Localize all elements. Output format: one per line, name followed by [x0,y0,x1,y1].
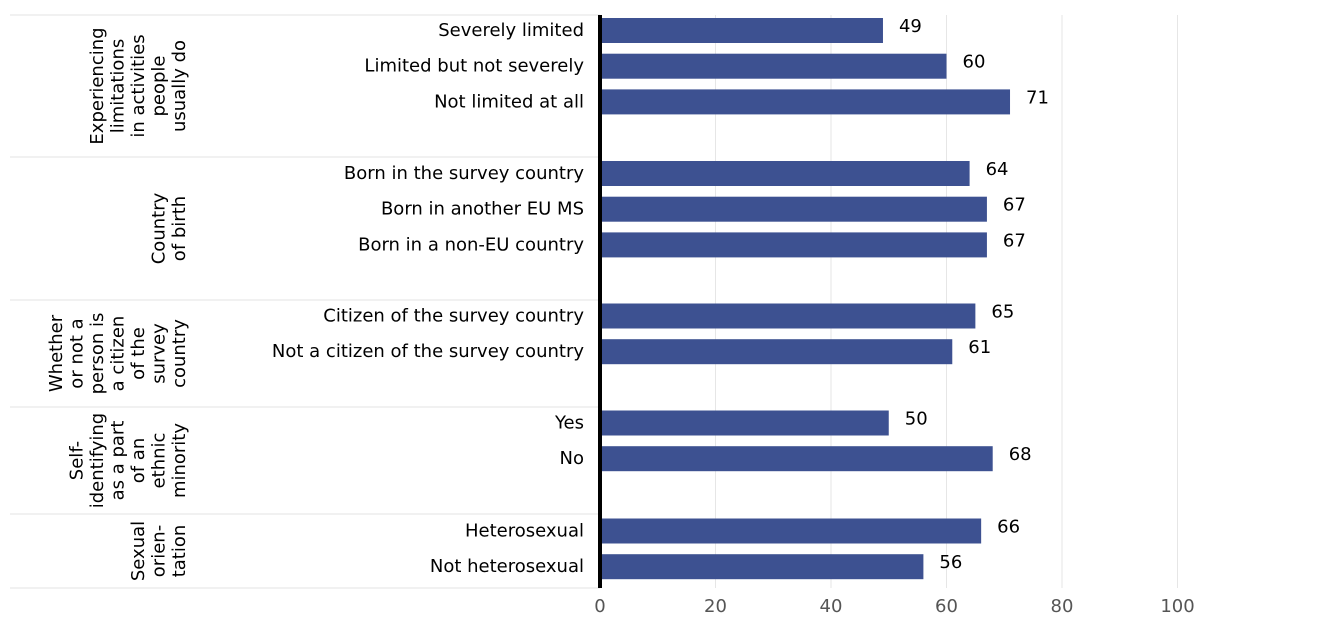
group-label-line: Sexual [128,521,149,581]
category-label: Yes [554,413,584,434]
bar [600,518,982,544]
bar [600,18,883,43]
group-label-line: country [169,319,190,388]
x-tick-label: 40 [820,596,843,617]
group-label: Whether or not a person is a citizen of the s… [46,313,190,395]
group-label-line: person is [87,313,108,395]
bar [600,196,987,222]
group-label: Experiencing limitations in activities peop… [87,27,190,144]
value-label: 65 [991,302,1014,323]
group-label-line: survey [149,323,170,384]
group-label-line: of birth [169,196,190,261]
group-label-line: Self- [67,441,88,480]
group-label-line: Experiencing [87,27,108,144]
group-label-line: minority [169,423,190,498]
x-tick-label: 20 [704,596,727,617]
bar [600,446,993,472]
group-label: Self-identifying as a part of an ethnic mino… [67,413,191,508]
value-label: 50 [905,409,928,430]
group-label-line: ethnic [149,433,170,489]
value-label: 67 [1003,195,1026,216]
group-label-line: tation [169,525,190,578]
category-label: Citizen of the survey country [323,306,584,327]
x-tick-label: 80 [1051,596,1074,617]
bar [600,339,953,365]
category-label: Born in a non-EU country [358,234,584,255]
bar [600,303,976,329]
category-label: No [560,448,584,469]
group-label-line: or not a [67,318,88,388]
bar [600,232,987,258]
group-label-line: Country [149,192,170,264]
bar [600,161,970,186]
group-label: Country of birth [149,192,191,264]
bar [600,89,1011,115]
value-label: 71 [1026,87,1049,108]
value-label: 67 [1003,230,1026,251]
category-label: Not a citizen of the survey country [272,341,584,362]
x-tick-label: 60 [935,596,958,617]
category-label: Severely limited [438,20,584,41]
group-label-line: orien- [149,525,170,577]
value-label: 56 [939,552,962,573]
bar [600,53,947,79]
value-label: 61 [968,337,991,358]
group-label-line: usually do [169,40,190,132]
group-label-line: as a part [108,421,129,501]
bar [600,410,889,436]
group-label-line: of an [128,438,149,484]
group-label: Sexual orien-tation [128,521,190,581]
group-label-line: limitations [108,39,129,133]
group-label-line: Whether [46,314,67,392]
group-label-line: people [149,55,170,116]
category-label: Born in the survey country [344,163,584,184]
value-label: 60 [963,52,986,73]
bar [600,554,924,580]
value-label: 66 [997,517,1020,538]
category-label: Heterosexual [465,521,584,542]
x-tick-label: 0 [594,596,605,617]
value-label: 64 [986,159,1009,180]
group-label-line: a citizen [108,316,129,392]
category-label: Not heterosexual [430,556,584,577]
group-label-line: of the [128,327,149,380]
category-label: Born in another EU MS [381,199,584,220]
group-label-line: in activities [128,34,149,137]
value-label: 68 [1009,444,1032,465]
group-label-line: identifying [87,413,108,508]
category-label: Limited but not severely [364,56,584,77]
x-tick-label: 100 [1160,596,1194,617]
category-label: Not limited at all [434,91,584,112]
value-label: 49 [899,16,922,37]
